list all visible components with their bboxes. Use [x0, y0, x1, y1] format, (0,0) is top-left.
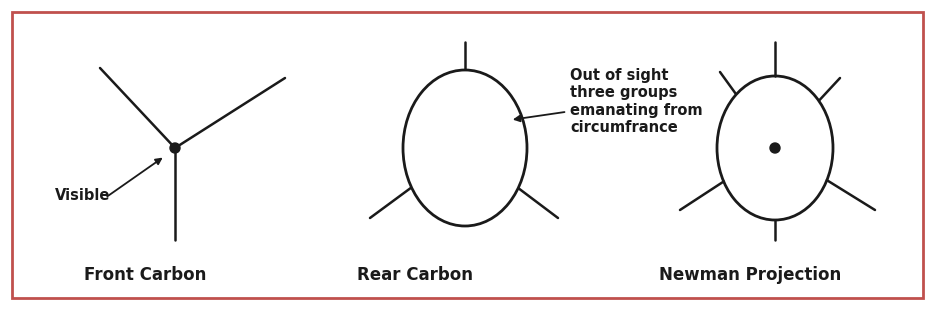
- Text: Front Carbon: Front Carbon: [84, 266, 207, 284]
- Text: Newman Projection: Newman Projection: [659, 266, 842, 284]
- Text: Out of sight
three groups
emanating from
circumfrance: Out of sight three groups emanating from…: [515, 68, 702, 135]
- Ellipse shape: [717, 76, 833, 220]
- Circle shape: [770, 143, 780, 153]
- Ellipse shape: [403, 70, 527, 226]
- Text: Rear Carbon: Rear Carbon: [357, 266, 473, 284]
- Text: Visible: Visible: [55, 188, 110, 202]
- Circle shape: [170, 143, 180, 153]
